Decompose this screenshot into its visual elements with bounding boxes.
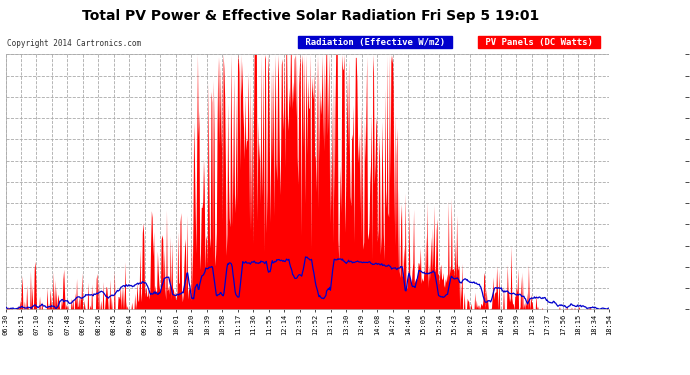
Text: Total PV Power & Effective Solar Radiation Fri Sep 5 19:01: Total PV Power & Effective Solar Radiati…	[82, 9, 539, 23]
Text: Radiation (Effective W/m2): Radiation (Effective W/m2)	[300, 38, 451, 46]
Text: Copyright 2014 Cartronics.com: Copyright 2014 Cartronics.com	[7, 39, 141, 48]
Text: PV Panels (DC Watts): PV Panels (DC Watts)	[480, 38, 598, 46]
